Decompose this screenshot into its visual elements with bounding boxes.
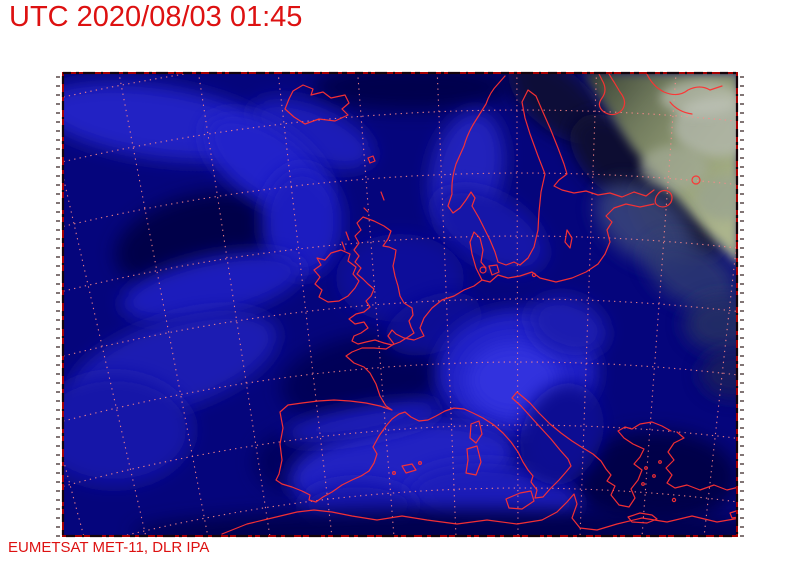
graticule-grid: [62, 72, 738, 537]
border-tick-marks: [56, 76, 744, 537]
daylight-region: [582, 72, 738, 398]
cloud-layer: [62, 82, 738, 537]
attribution-text: EUMETSAT MET-11, DLR IPA: [8, 539, 210, 556]
satellite-map-image: [56, 71, 744, 538]
timestamp-title: UTC 2020/08/03 01:45: [9, 1, 303, 33]
map-border: [56, 71, 744, 538]
coastline-overlay: [221, 72, 738, 535]
